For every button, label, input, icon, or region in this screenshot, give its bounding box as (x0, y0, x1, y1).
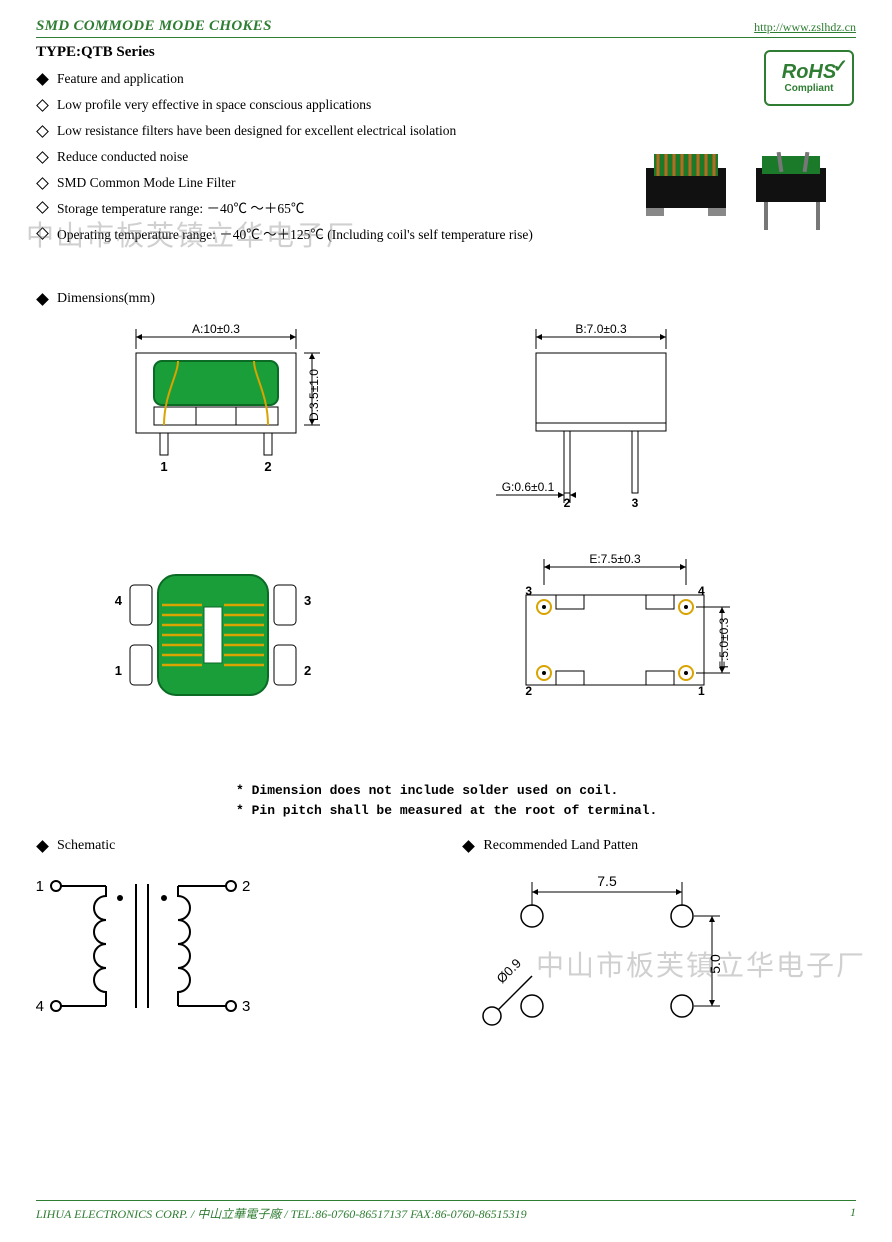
sch-pin3: 3 (242, 998, 250, 1015)
rohs-badge: ✓ RoHS Compliant (764, 50, 854, 106)
check-icon: ✓ (833, 56, 848, 77)
pin1d: 1 (698, 684, 705, 698)
features-heading-row: Feature and application (36, 71, 856, 87)
dim-D: D:3.5±1.0 (307, 369, 321, 421)
note-1: * Dimension does not include solder used… (236, 781, 856, 801)
footer-text: LIHUA ELECTRONICS CORP. / 中山立華電子廠 / TEL:… (36, 1205, 527, 1222)
landpattern-diagram: 7.5 5.0 Ø0.9 (462, 866, 856, 1051)
header-title: SMD COMMODE MODE CHOKES (36, 18, 272, 35)
pin4c: 4 (115, 593, 123, 608)
landpattern-heading-row: Recommended Land Patten (462, 838, 856, 854)
diamond-open-icon (36, 177, 49, 190)
dimension-notes: * Dimension does not include solder used… (236, 781, 856, 820)
pin2d: 2 (525, 684, 532, 698)
footer: LIHUA ELECTRONICS CORP. / 中山立華電子廠 / TEL:… (36, 1200, 856, 1222)
dimensions-heading: Dimensions(mm) (57, 291, 155, 307)
feature-item: Low profile very effective in space cons… (36, 97, 856, 113)
diamond-filled-icon (36, 73, 49, 86)
feature-text: SMD Common Mode Line Filter (57, 175, 236, 191)
dim-A: A:10±0.3 (192, 322, 240, 336)
diamond-open-icon (36, 227, 49, 240)
product-photo (628, 118, 848, 238)
sch-pin1: 1 (36, 878, 44, 895)
feature-text: Low profile very effective in space cons… (57, 97, 371, 113)
lp-height: 5.0 (707, 954, 723, 974)
dim-F: F:5.0±0.3 (717, 617, 731, 668)
diamond-filled-icon (463, 840, 476, 853)
lp-hole: Ø0.9 (494, 956, 525, 987)
note-2: * Pin pitch shall be measured at the roo… (236, 801, 856, 821)
pin1: 1 (160, 459, 167, 474)
sch-pin2: 2 (242, 878, 250, 895)
landpattern-heading: Recommended Land Patten (483, 838, 638, 854)
dim-B: B:7.0±0.3 (575, 322, 627, 336)
diamond-open-icon (36, 99, 49, 112)
feature-text: Reduce conducted noise (57, 149, 188, 165)
diamond-open-icon (36, 151, 49, 164)
rohs-text: RoHS (782, 62, 836, 82)
feature-text: Low resistance filters have been designe… (57, 123, 456, 139)
header: SMD COMMODE MODE CHOKES http://www.zslhd… (36, 18, 856, 38)
pin2: 2 (264, 459, 271, 474)
schematic-heading-row: Schematic (36, 838, 430, 854)
diamond-filled-icon (36, 840, 49, 853)
footer-page: 1 (850, 1205, 856, 1222)
pin4d: 4 (698, 584, 705, 598)
schematic-heading: Schematic (57, 838, 115, 854)
pin1c: 1 (115, 663, 122, 678)
dim-G: G:0.6±0.1 (502, 480, 555, 494)
diamond-filled-icon (36, 293, 49, 306)
pin3d: 3 (525, 584, 532, 598)
feature-text: Operating temperature range: －40℃ ～＋125℃… (57, 223, 533, 243)
schematic-diagram: 1 4 2 3 (36, 866, 430, 1041)
sch-pin4: 4 (36, 998, 44, 1015)
rohs-compliant: Compliant (785, 84, 834, 94)
diamond-open-icon (36, 201, 49, 214)
dim-E: E:7.5±0.3 (589, 552, 641, 566)
dimensions-heading-row: Dimensions(mm) (36, 291, 856, 307)
header-url[interactable]: http://www.zslhdz.cn (754, 20, 856, 35)
series-title: TYPE:QTB Series (36, 44, 856, 61)
feature-text: Storage temperature range: －40℃ ～＋65℃ (57, 197, 304, 217)
features-heading: Feature and application (57, 71, 184, 87)
diamond-open-icon (36, 125, 49, 138)
dimension-diagrams: A:10±0.3 1 2 (36, 315, 856, 775)
pin3b: 3 (632, 496, 639, 510)
pin3c: 3 (304, 593, 311, 608)
lp-width: 7.5 (598, 873, 618, 889)
pin2c: 2 (304, 663, 311, 678)
